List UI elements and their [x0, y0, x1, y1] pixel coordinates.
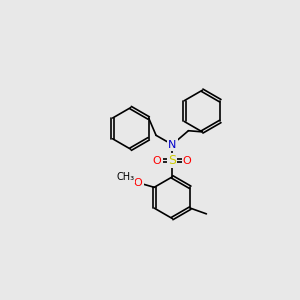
Text: N: N	[168, 140, 176, 150]
Text: O: O	[153, 156, 162, 166]
Text: S: S	[168, 154, 176, 167]
Text: O: O	[134, 178, 142, 188]
Text: CH₃: CH₃	[116, 172, 134, 182]
Text: O: O	[183, 156, 192, 166]
